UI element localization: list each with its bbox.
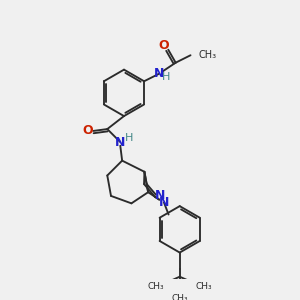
- Text: H: H: [124, 134, 133, 143]
- Text: O: O: [82, 124, 93, 137]
- Text: N: N: [154, 67, 164, 80]
- Text: CH₃: CH₃: [196, 282, 212, 291]
- Text: N: N: [115, 136, 125, 148]
- Text: CH₃: CH₃: [199, 50, 217, 60]
- Text: N: N: [159, 196, 169, 209]
- Text: O: O: [158, 38, 169, 52]
- Text: CH₃: CH₃: [147, 282, 164, 291]
- Text: N: N: [155, 189, 165, 202]
- Text: CH₃: CH₃: [171, 295, 188, 300]
- Text: H: H: [162, 72, 171, 82]
